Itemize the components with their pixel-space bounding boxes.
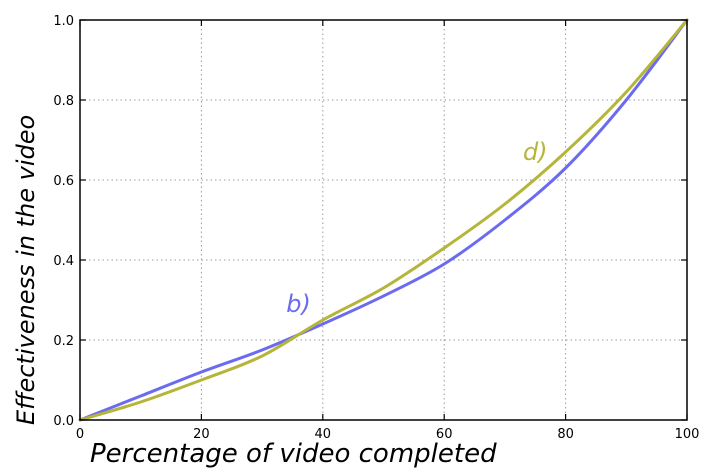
x-tick-label: 60 — [436, 427, 453, 442]
y-tick-label: 0.2 — [53, 334, 74, 349]
series-label-2: d) — [523, 138, 548, 166]
y-axis-title: Effectiveness in the video — [12, 115, 40, 425]
x-tick-label: 80 — [557, 427, 574, 442]
x-tick-label: 40 — [315, 427, 332, 442]
y-tick-label: 0.6 — [53, 174, 74, 189]
x-tick-label: 20 — [193, 427, 210, 442]
y-tick-label: 1.0 — [53, 14, 74, 29]
series-layer — [78, 18, 689, 422]
grid — [80, 20, 687, 420]
x-tick-label: 100 — [675, 427, 700, 442]
series-line-1 — [78, 18, 689, 422]
series-label-1: b) — [286, 290, 311, 318]
x-axis-title: Percentage of video completed — [90, 439, 497, 468]
ticks: 0 20 40 60 80 100 0.0 0.2 0.4 0.6 0.8 1.0 — [53, 14, 699, 442]
y-tick-label: 0.4 — [53, 254, 74, 269]
y-tick-label: 0.8 — [53, 94, 74, 109]
series-labels: b) d) — [286, 138, 547, 318]
series-line-2 — [78, 18, 689, 422]
y-tick-label: 0.0 — [53, 414, 74, 429]
plot-frame — [79, 19, 688, 421]
x-tick-label: 0 — [76, 427, 84, 442]
